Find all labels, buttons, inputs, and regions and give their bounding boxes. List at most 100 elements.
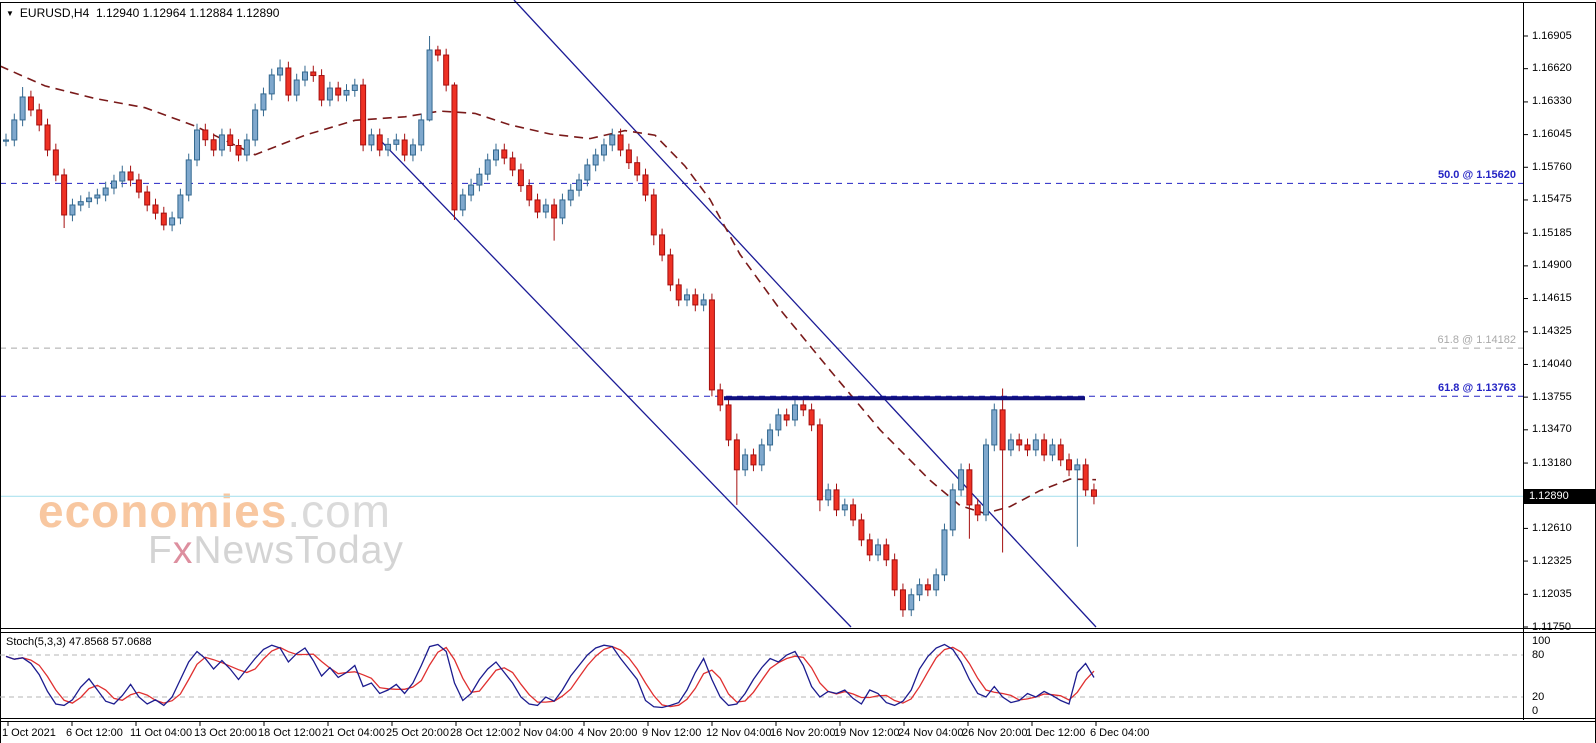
- candle-body: [733, 439, 740, 471]
- candle-body: [924, 584, 931, 591]
- date-axis-label: 1 Oct 2021: [2, 727, 56, 739]
- watermark-f: F: [148, 528, 173, 572]
- price-axis-label: 1.14040: [1532, 357, 1572, 370]
- current-price-tag: 1.12890: [1524, 489, 1595, 504]
- candle-body: [742, 454, 749, 471]
- candle-body: [285, 67, 292, 96]
- candle-body: [559, 199, 566, 219]
- candle-body: [376, 134, 383, 151]
- price-axis-label: 1.13180: [1532, 456, 1572, 469]
- candle-body: [102, 187, 109, 196]
- candle-body: [1049, 444, 1056, 456]
- quote-ohlc: 1.12940 1.12964 1.12884 1.12890: [95, 6, 280, 20]
- candle-body: [634, 162, 641, 176]
- candle-body: [1024, 444, 1031, 451]
- candle-body: [841, 504, 848, 511]
- price-axis-label: 1.13470: [1532, 423, 1572, 436]
- watermark-rest: NewsToday: [193, 528, 404, 572]
- price-axis-label: 1.15475: [1532, 193, 1572, 206]
- candle-body: [883, 544, 890, 561]
- candle-body: [908, 594, 915, 611]
- candle-body: [667, 254, 674, 286]
- fib-level-618-blue-label[interactable]: 61.8 @ 1.13763: [1437, 382, 1516, 394]
- candle-body: [758, 444, 765, 466]
- price-axis-label: 1.12610: [1532, 521, 1572, 534]
- date-axis-label: 1 Dec 12:00: [1026, 727, 1086, 739]
- price-axis-label: 1.14900: [1532, 259, 1572, 272]
- candle-body: [468, 184, 475, 196]
- candle-body: [110, 180, 117, 189]
- candle-body: [866, 539, 873, 556]
- candle-body: [476, 173, 483, 186]
- candle-body: [227, 134, 234, 146]
- candle-body: [675, 284, 682, 301]
- date-axis-label: 12 Nov 04:00: [706, 727, 772, 739]
- candle-body: [501, 149, 508, 159]
- stoch-axis-label: 20: [1532, 690, 1545, 703]
- price-axis-label: 1.16330: [1532, 95, 1572, 108]
- candle-body: [899, 589, 906, 611]
- date-axis-label: 18 Oct 12:00: [258, 727, 321, 739]
- date-axis-label: 11 Oct 04:00: [130, 727, 193, 739]
- price-axis-label: 1.16905: [1532, 29, 1572, 42]
- candle-body: [61, 174, 68, 216]
- candle-body: [949, 489, 956, 531]
- candle-body: [825, 489, 832, 501]
- fib-level-618-gray-label[interactable]: 61.8 @ 1.14182: [1437, 334, 1516, 346]
- candle-body: [36, 109, 43, 126]
- watermark-x: x: [172, 528, 194, 572]
- candle-body: [576, 179, 583, 191]
- candle-body: [202, 129, 209, 141]
- candle-body: [301, 71, 308, 81]
- fib-level-50-label[interactable]: 50.0 @ 1.15620: [1437, 169, 1516, 181]
- candle-body: [119, 171, 126, 182]
- moving-average-line: [0, 65, 1097, 515]
- candle-body: [617, 134, 624, 151]
- candle-body: [434, 49, 441, 56]
- candle-body: [567, 189, 574, 201]
- candle-body: [509, 157, 516, 171]
- candle-body: [351, 84, 358, 91]
- candle-body: [1090, 489, 1097, 497]
- candle-body: [235, 144, 242, 156]
- date-axis-label: 26 Nov 20:00: [962, 727, 1028, 739]
- dropdown-arrow-icon[interactable]: ▼: [6, 9, 14, 18]
- candle-body: [194, 129, 201, 161]
- candle-body: [642, 174, 649, 196]
- candle-body: [177, 194, 184, 219]
- candle-body: [277, 67, 284, 76]
- candle-body: [19, 96, 26, 121]
- candle-body: [592, 154, 599, 166]
- candle-body: [958, 469, 965, 491]
- candle-body: [218, 134, 225, 151]
- candle-body: [310, 71, 317, 77]
- date-axis-label: 21 Oct 04:00: [322, 727, 385, 739]
- candle-body: [335, 87, 342, 96]
- candle-body: [426, 49, 433, 121]
- candle-body: [1032, 439, 1039, 451]
- candle-body: [484, 159, 491, 175]
- candle-body: [700, 299, 707, 306]
- candle-body: [27, 96, 34, 111]
- candle-body: [77, 201, 84, 206]
- candle-body: [343, 89, 350, 96]
- candle-body: [974, 504, 981, 516]
- candle-body: [1007, 439, 1014, 451]
- candle-body: [875, 544, 882, 556]
- candle-body: [933, 574, 940, 591]
- candle-body: [52, 149, 59, 176]
- candle-body: [800, 404, 807, 411]
- candle-body: [526, 185, 533, 201]
- channel-trendline-0: [377, 137, 852, 628]
- candle-body: [517, 169, 524, 187]
- candle-body: [750, 454, 757, 466]
- candle-body: [152, 204, 159, 214]
- watermark-brand: economies: [38, 485, 288, 537]
- date-axis-label: 6 Dec 04:00: [1090, 727, 1150, 739]
- stoch-axis-label: 80: [1532, 648, 1545, 661]
- candle-body: [775, 414, 782, 431]
- candle-body: [169, 217, 176, 226]
- date-axis-label: 24 Nov 04:00: [898, 727, 964, 739]
- stoch-main-line: [5, 643, 1095, 709]
